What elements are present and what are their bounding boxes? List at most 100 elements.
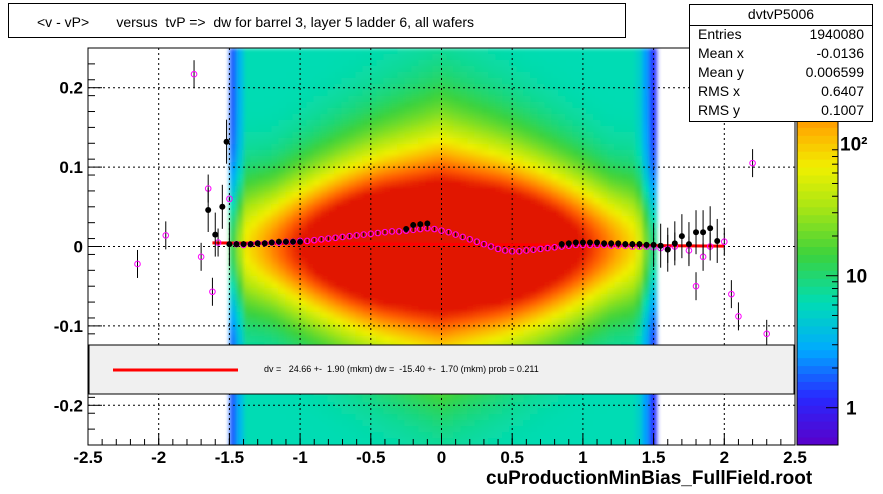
black-profile-point [650, 241, 657, 248]
palette-swatch [797, 238, 838, 247]
black-profile-point [664, 246, 671, 253]
palette-swatch [797, 373, 838, 382]
magenta-profile-point [466, 236, 474, 243]
palette-swatch [797, 262, 838, 271]
palette-swatch [797, 389, 838, 398]
x-tick-label: -1 [293, 448, 308, 467]
black-profile-point [410, 222, 417, 229]
palette-swatch [797, 341, 838, 351]
magenta-profile-point [395, 228, 403, 235]
black-profile-point [417, 221, 424, 228]
palette-swatch [797, 182, 838, 192]
black-profile-point [233, 241, 240, 248]
stats-value: 0.006599 [805, 64, 864, 80]
x-tick-label: 1.5 [642, 448, 666, 467]
magenta-profile-point [487, 243, 495, 250]
palette-swatch [797, 127, 838, 136]
black-profile-point [219, 203, 226, 210]
palette-swatch [797, 214, 838, 224]
black-profile-point [403, 226, 410, 233]
magenta-profile-point [325, 235, 332, 242]
y-axis-tick-labels: -0.2 -0.1 0 0.1 0.2 [54, 79, 83, 416]
magenta-profile-point [339, 233, 346, 241]
stats-row-rms-y: RMS y 0.1007 [698, 102, 864, 120]
chart-title: <v - vP> versus tvP => dw for barrel 3, … [37, 14, 475, 30]
palette-swatch [797, 206, 838, 216]
magenta-profile-point [537, 245, 544, 253]
black-profile-point [572, 239, 579, 246]
magenta-profile-point [508, 247, 516, 255]
black-profile-point [636, 241, 643, 248]
black-profile-point [579, 239, 586, 246]
black-profile-point [608, 240, 615, 247]
black-profile-point [693, 229, 700, 236]
black-profile-point [671, 240, 678, 247]
magenta-profile-point [346, 232, 353, 240]
palette-swatch [797, 349, 838, 359]
magenta-profile-point [763, 330, 771, 338]
palette-swatch [797, 254, 838, 263]
magenta-profile-point [480, 240, 488, 248]
palette-swatch [797, 143, 838, 152]
palette-swatch [797, 294, 838, 303]
black-profile-point [223, 138, 230, 145]
palette-swatch [797, 302, 838, 311]
magenta-profile-point [318, 236, 325, 243]
magenta-profile-point [728, 290, 735, 298]
stats-box: dvtvP5006 Entries 1940080 Mean x -0.0136… [689, 4, 873, 122]
palette-swatch [797, 175, 838, 184]
palette-swatch [797, 198, 838, 208]
y-tick-label: 0.1 [59, 158, 83, 177]
palette-swatch [797, 397, 838, 406]
palette-swatch [797, 357, 838, 367]
z-tick-label: 1 [846, 399, 857, 420]
magenta-profile-point [353, 232, 360, 239]
black-profile-point [615, 240, 622, 247]
magenta-profile-point [473, 238, 481, 246]
palette-swatch [797, 246, 838, 255]
z-tick-label: 10 [846, 267, 867, 288]
magenta-profile-point [226, 195, 233, 203]
stats-value: 0.6407 [821, 83, 864, 99]
black-profile-point [226, 241, 233, 248]
palette-swatch [797, 437, 838, 446]
black-profile-point [247, 241, 254, 248]
stats-label: RMS x [698, 83, 740, 99]
x-tick-label: 2 [720, 448, 729, 467]
x-tick-label: 1 [578, 448, 587, 467]
magenta-profile-point [749, 159, 756, 167]
magenta-profile-point [494, 245, 502, 253]
stats-row-mean-y: Mean y 0.006599 [698, 64, 864, 82]
magenta-profile-point [692, 282, 700, 290]
magenta-profile-point [544, 244, 551, 252]
black-profile-point [643, 241, 650, 248]
stats-label: RMS y [698, 102, 740, 118]
x-tick-label: 2.5 [783, 448, 807, 467]
magenta-profile-point [134, 260, 141, 268]
palette-swatch [797, 222, 838, 232]
x-axis-tick-labels: -2.5 -2 -1.5 -1 -0.5 0 0.5 1 1.5 2 2.5 [73, 448, 806, 467]
palette-swatch [797, 159, 838, 168]
palette-swatch [797, 333, 838, 343]
black-profile-point [700, 229, 707, 236]
black-profile-point [424, 220, 431, 227]
magenta-profile-point [445, 228, 452, 236]
palette-swatch [797, 230, 838, 240]
x-tick-label: -1.5 [215, 448, 244, 467]
black-profile-point [268, 239, 275, 246]
palette-swatch [797, 270, 838, 279]
black-profile-point [586, 239, 593, 246]
y-tick-label: 0.2 [59, 79, 83, 98]
fit-result-text: dv = 24.66 +- 1.90 (mkm) dw = -15.40 +- … [264, 364, 539, 374]
magenta-profile-point [735, 313, 742, 320]
black-profile-point [565, 240, 572, 247]
magenta-profile-point [721, 238, 728, 246]
palette-swatch [797, 421, 838, 430]
palette-swatch [797, 317, 838, 327]
magenta-profile-point [523, 247, 530, 254]
x-tick-label: -2 [151, 448, 166, 467]
title-box: <v - vP> versus tvP => dw for barrel 3, … [8, 3, 626, 38]
black-profile-point [685, 241, 692, 248]
magenta-profile-point [431, 225, 438, 233]
black-profile-point [290, 238, 297, 245]
